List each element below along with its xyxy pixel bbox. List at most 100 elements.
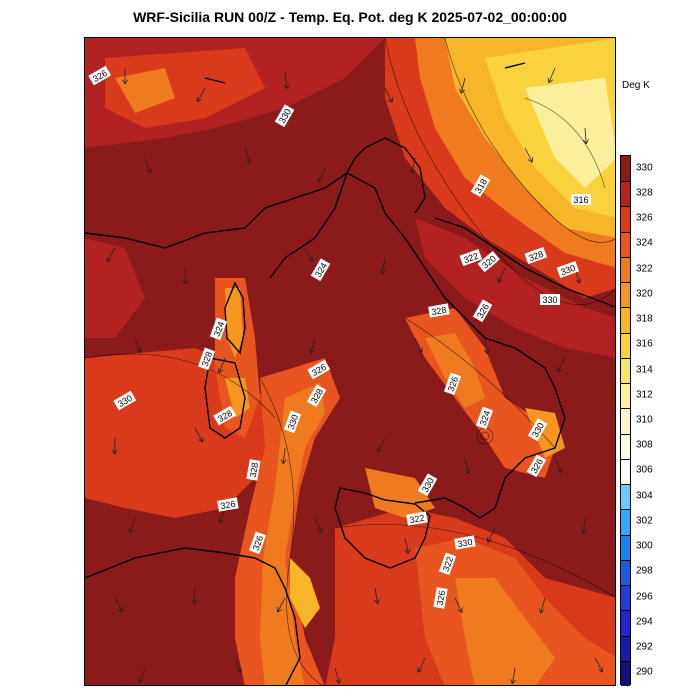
wind-arrow bbox=[106, 247, 116, 263]
colorbar-swatch bbox=[621, 181, 630, 207]
colorbar-tick-label: 310 bbox=[636, 414, 653, 426]
wind-arrow bbox=[182, 267, 189, 285]
contour-label: 328 bbox=[524, 246, 548, 265]
colorbar-swatch bbox=[621, 206, 630, 232]
colorbar-tick-label: 330 bbox=[636, 162, 653, 174]
wind-arrow bbox=[196, 87, 206, 103]
wind-arrow bbox=[317, 167, 326, 183]
field-322-plume bbox=[260, 383, 325, 685]
wind-arrow bbox=[497, 267, 506, 283]
svg-text:326: 326 bbox=[435, 590, 447, 607]
field-328-adriatic bbox=[415, 218, 615, 358]
wind-arrow bbox=[524, 147, 534, 163]
svg-text:330: 330 bbox=[457, 537, 474, 549]
wind-arrow bbox=[409, 157, 416, 174]
wind-arrow bbox=[510, 667, 516, 685]
colorbar-swatch bbox=[621, 332, 630, 358]
svg-text:316: 316 bbox=[573, 195, 588, 205]
svg-text:326: 326 bbox=[446, 375, 461, 393]
contour-label: 326 bbox=[433, 587, 448, 609]
colorbar-tick-label: 326 bbox=[636, 212, 653, 224]
colorbar-tick-label: 316 bbox=[636, 338, 653, 350]
contour-label: 328 bbox=[246, 459, 261, 481]
colorbar-swatch bbox=[621, 408, 630, 434]
wind-arrow bbox=[128, 517, 136, 534]
field-322-south bbox=[455, 578, 555, 685]
contour-label: 322 bbox=[459, 248, 483, 267]
wind-arrow bbox=[376, 437, 386, 453]
wind-arrow bbox=[144, 157, 152, 174]
colorbar-swatch bbox=[621, 458, 630, 485]
wind-arrow bbox=[194, 427, 204, 443]
colorbar-swatch bbox=[621, 156, 630, 182]
wind-arrow bbox=[454, 597, 463, 613]
svg-text:324: 324 bbox=[212, 320, 227, 338]
colorbar-tick-label: 294 bbox=[636, 616, 653, 628]
wind-arrow bbox=[556, 357, 566, 373]
wind-arrow bbox=[314, 517, 323, 533]
contour-label: 322 bbox=[406, 511, 428, 526]
colorbar-tick-label: 322 bbox=[636, 263, 653, 275]
svg-text:326: 326 bbox=[251, 534, 266, 552]
colorbar-tick-label: 298 bbox=[636, 565, 653, 577]
svg-text:328: 328 bbox=[248, 462, 260, 479]
colorbar-tick-label: 320 bbox=[636, 288, 653, 300]
svg-text:328: 328 bbox=[527, 249, 545, 264]
svg-text:330: 330 bbox=[286, 413, 301, 431]
contour-label: 328 bbox=[428, 303, 450, 318]
wind-arrow bbox=[414, 337, 423, 353]
svg-text:322: 322 bbox=[409, 513, 426, 525]
wind-arrow bbox=[283, 72, 290, 90]
svg-text:322: 322 bbox=[462, 251, 480, 266]
wind-arrow bbox=[280, 447, 287, 465]
svg-text:328: 328 bbox=[200, 350, 215, 368]
wind-arrow bbox=[464, 457, 471, 474]
wind-arrow bbox=[114, 597, 124, 613]
wind-arrow bbox=[459, 77, 466, 94]
svg-text:328: 328 bbox=[431, 305, 448, 317]
map-plot-area: 326 330 318 316 324 322 320 328 330 328 326 330 324 3… bbox=[84, 37, 616, 686]
wind-arrow bbox=[134, 337, 142, 354]
contour-label: 330 bbox=[556, 260, 580, 279]
colorbar-tick-label: 314 bbox=[636, 364, 653, 376]
contour-label: 326 bbox=[248, 531, 267, 555]
colorbar-tick-label: 318 bbox=[636, 313, 653, 325]
field-312-ne bbox=[525, 78, 615, 188]
colorbar-swatch bbox=[621, 660, 630, 686]
wind-arrow bbox=[276, 597, 286, 613]
wind-arrow bbox=[217, 357, 226, 374]
field-328-west bbox=[85, 238, 145, 338]
wind-arrow bbox=[486, 527, 496, 543]
wind-arrow bbox=[379, 257, 386, 275]
colorbar-tick-label: 302 bbox=[636, 515, 653, 527]
svg-text:324: 324 bbox=[478, 409, 493, 427]
contour-label: 330 bbox=[540, 294, 560, 305]
colorbar-tick-label: 312 bbox=[636, 389, 653, 401]
coastlines bbox=[85, 62, 615, 685]
svg-text:326: 326 bbox=[220, 499, 237, 511]
colorbar-tick-label: 304 bbox=[636, 490, 653, 502]
colorbar-swatch bbox=[621, 383, 630, 409]
colorbar-tick-label: 308 bbox=[636, 439, 653, 451]
wind-arrow bbox=[111, 437, 118, 455]
wind-arrow bbox=[304, 247, 314, 263]
wind-arrow bbox=[191, 587, 198, 605]
contour-label: 324 bbox=[209, 317, 228, 341]
field-318-plume bbox=[290, 558, 320, 628]
svg-text:330: 330 bbox=[559, 263, 577, 278]
wind-arrow bbox=[404, 537, 411, 554]
colorbar-swatch bbox=[621, 509, 630, 535]
colorbar-tick-label: 328 bbox=[636, 187, 653, 199]
colorbar-tick-label: 306 bbox=[636, 464, 653, 476]
colorbar-swatch bbox=[621, 610, 630, 636]
contour-label: 322 bbox=[438, 552, 457, 576]
wind-arrow bbox=[374, 587, 380, 605]
wind-arrow bbox=[384, 87, 393, 103]
wind-arrow bbox=[483, 337, 490, 355]
wind-arrow bbox=[594, 657, 604, 673]
contour-label: 330 bbox=[283, 410, 302, 434]
colorbar-tick-label: 324 bbox=[636, 237, 653, 249]
contour-label: 326 bbox=[443, 372, 462, 396]
colorbar-swatch bbox=[621, 357, 630, 384]
svg-text:330: 330 bbox=[542, 295, 557, 305]
